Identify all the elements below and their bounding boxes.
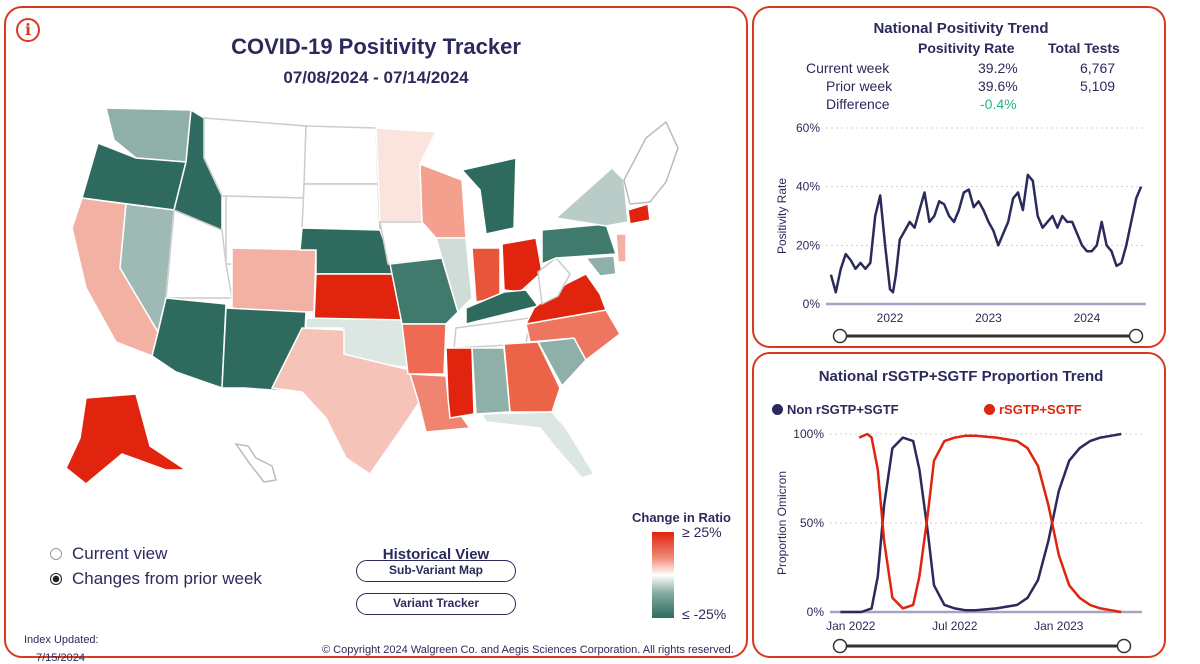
state-missouri[interactable] [389,257,459,325]
radio-selected-icon[interactable] [50,573,62,585]
y-axis-label: Positivity Rate [775,178,789,254]
copyright: © Copyright 2024 Walgreen Co. and Aegis … [322,644,734,656]
series-line [829,173,1143,294]
variant-tracker-button[interactable]: Variant Tracker [356,593,516,615]
state-connecticut[interactable] [627,203,651,225]
series-line [840,432,1122,614]
y-tick-label: 40% [796,180,820,194]
header-positivity-rate: Positivity Rate [918,40,1015,56]
state-maryland[interactable] [584,255,617,277]
state-indiana[interactable] [471,247,501,303]
slider-end-handle[interactable] [1116,638,1132,654]
prior-tests: 5,109 [1080,78,1116,94]
x-tick-label: 2024 [1074,311,1101,325]
page-title: COVID-19 Positivity Tracker [231,34,521,59]
header-total-tests: Total Tests [1048,40,1120,56]
proportion-chart: 0% 50% 100% Jan 2022 Jul 2022 Jan 2023 Proport… [775,427,1142,654]
info-icon[interactable]: i [16,18,40,42]
historical-view-title: Historical View [382,546,490,563]
state-mississippi[interactable] [445,347,475,419]
state-kentucky[interactable] [465,289,540,325]
index-updated-label: Index Updated: [24,634,99,646]
y-tick-label: 0% [807,605,825,619]
trend-title: National Positivity Trend [873,20,1049,37]
us-map [65,107,679,485]
map-panel: i COVID-19 Positivity Tracker 07/08/2024… [4,6,748,664]
state-north-dakota[interactable] [303,125,379,185]
proportion-title: National rSGTP+SGTF Proportion Trend [818,368,1104,385]
prior-rate: 39.6% [978,78,1018,94]
row-label-current: Current week [806,60,890,76]
legend-non-sgtf: Non rSGTP+SGTF [772,402,899,417]
current-tests: 6,767 [1080,60,1116,76]
x-tick-label: 2023 [975,311,1002,325]
difference-rate: -0.4% [980,96,1017,112]
sub-variant-map-button[interactable]: Sub-Variant Map [356,560,516,582]
radio-changes-label: Changes from prior week [72,569,262,588]
state-west-virginia[interactable] [537,256,571,306]
radio-changes-prior-week[interactable]: Changes from prior week [50,569,262,589]
series-line [858,432,1122,614]
state-alabama[interactable] [471,347,511,415]
radio-circle-icon[interactable] [50,548,62,560]
state-new-jersey[interactable] [615,233,627,263]
state-hawaii[interactable] [234,442,277,483]
legend-title: Change in Ratio [632,510,731,525]
radio-current-view-label: Current view [72,544,168,563]
state-new-york[interactable] [554,166,629,227]
y-tick-label: 100% [793,427,824,441]
slider-start-handle[interactable] [832,328,848,344]
proportion-trend-panel: National rSGTP+SGTF Proportion Trend Non… [752,352,1166,658]
slider-end-handle[interactable] [1128,328,1144,344]
state-montana[interactable] [203,117,307,199]
y-tick-label: 60% [796,121,820,135]
row-label-prior: Prior week [826,78,893,94]
y-tick-label: 50% [800,516,824,530]
state-arkansas[interactable] [401,323,447,375]
state-illinois[interactable] [434,237,473,314]
legend-non-sgtf-label: Non rSGTP+SGTF [787,402,899,417]
state-virginia[interactable] [524,273,608,325]
legend-sgtf: rSGTP+SGTF [984,402,1082,417]
state-new-england[interactable] [623,120,679,205]
legend-bottom-label: ≤ -25% [682,606,727,622]
positivity-chart: 0% 20% 40% 60% 2022 2023 2024 Positivity Rate [775,121,1146,344]
legend-sgtf-label: rSGTP+SGTF [999,402,1082,417]
legend-dot-icon [772,404,783,415]
x-tick-label: Jul 2022 [932,619,978,633]
y-axis-label: Proportion Omicron [775,471,789,575]
state-utah[interactable] [165,208,233,299]
radio-current-view[interactable]: Current view [50,544,167,564]
index-updated-date: 7/15/2024 [36,652,85,664]
slider-start-handle[interactable] [832,638,848,654]
row-label-difference: Difference [826,96,890,112]
state-ohio[interactable] [501,237,543,293]
state-florida[interactable] [480,411,596,479]
current-rate: 39.2% [978,60,1018,76]
y-tick-label: 20% [796,238,820,252]
state-kansas[interactable] [313,273,403,325]
state-texas[interactable] [270,327,423,476]
state-south-dakota[interactable] [301,183,381,233]
x-tick-label: Jan 2022 [826,619,876,633]
x-tick-label: 2022 [877,311,904,325]
legend-color-scale [652,532,674,618]
positivity-trend-panel: National Positivity Trend Positivity Rat… [752,6,1166,348]
state-wisconsin[interactable] [419,162,467,239]
date-range: 07/08/2024 - 07/14/2024 [283,68,469,87]
legend-top-label: ≥ 25% [682,524,722,540]
state-alaska[interactable] [65,393,189,485]
state-michigan[interactable] [460,157,517,235]
state-colorado[interactable] [231,247,317,313]
y-tick-label: 0% [803,297,821,311]
legend-dot-icon [984,404,995,415]
state-arizona[interactable] [151,297,227,390]
x-tick-label: Jan 2023 [1034,619,1084,633]
